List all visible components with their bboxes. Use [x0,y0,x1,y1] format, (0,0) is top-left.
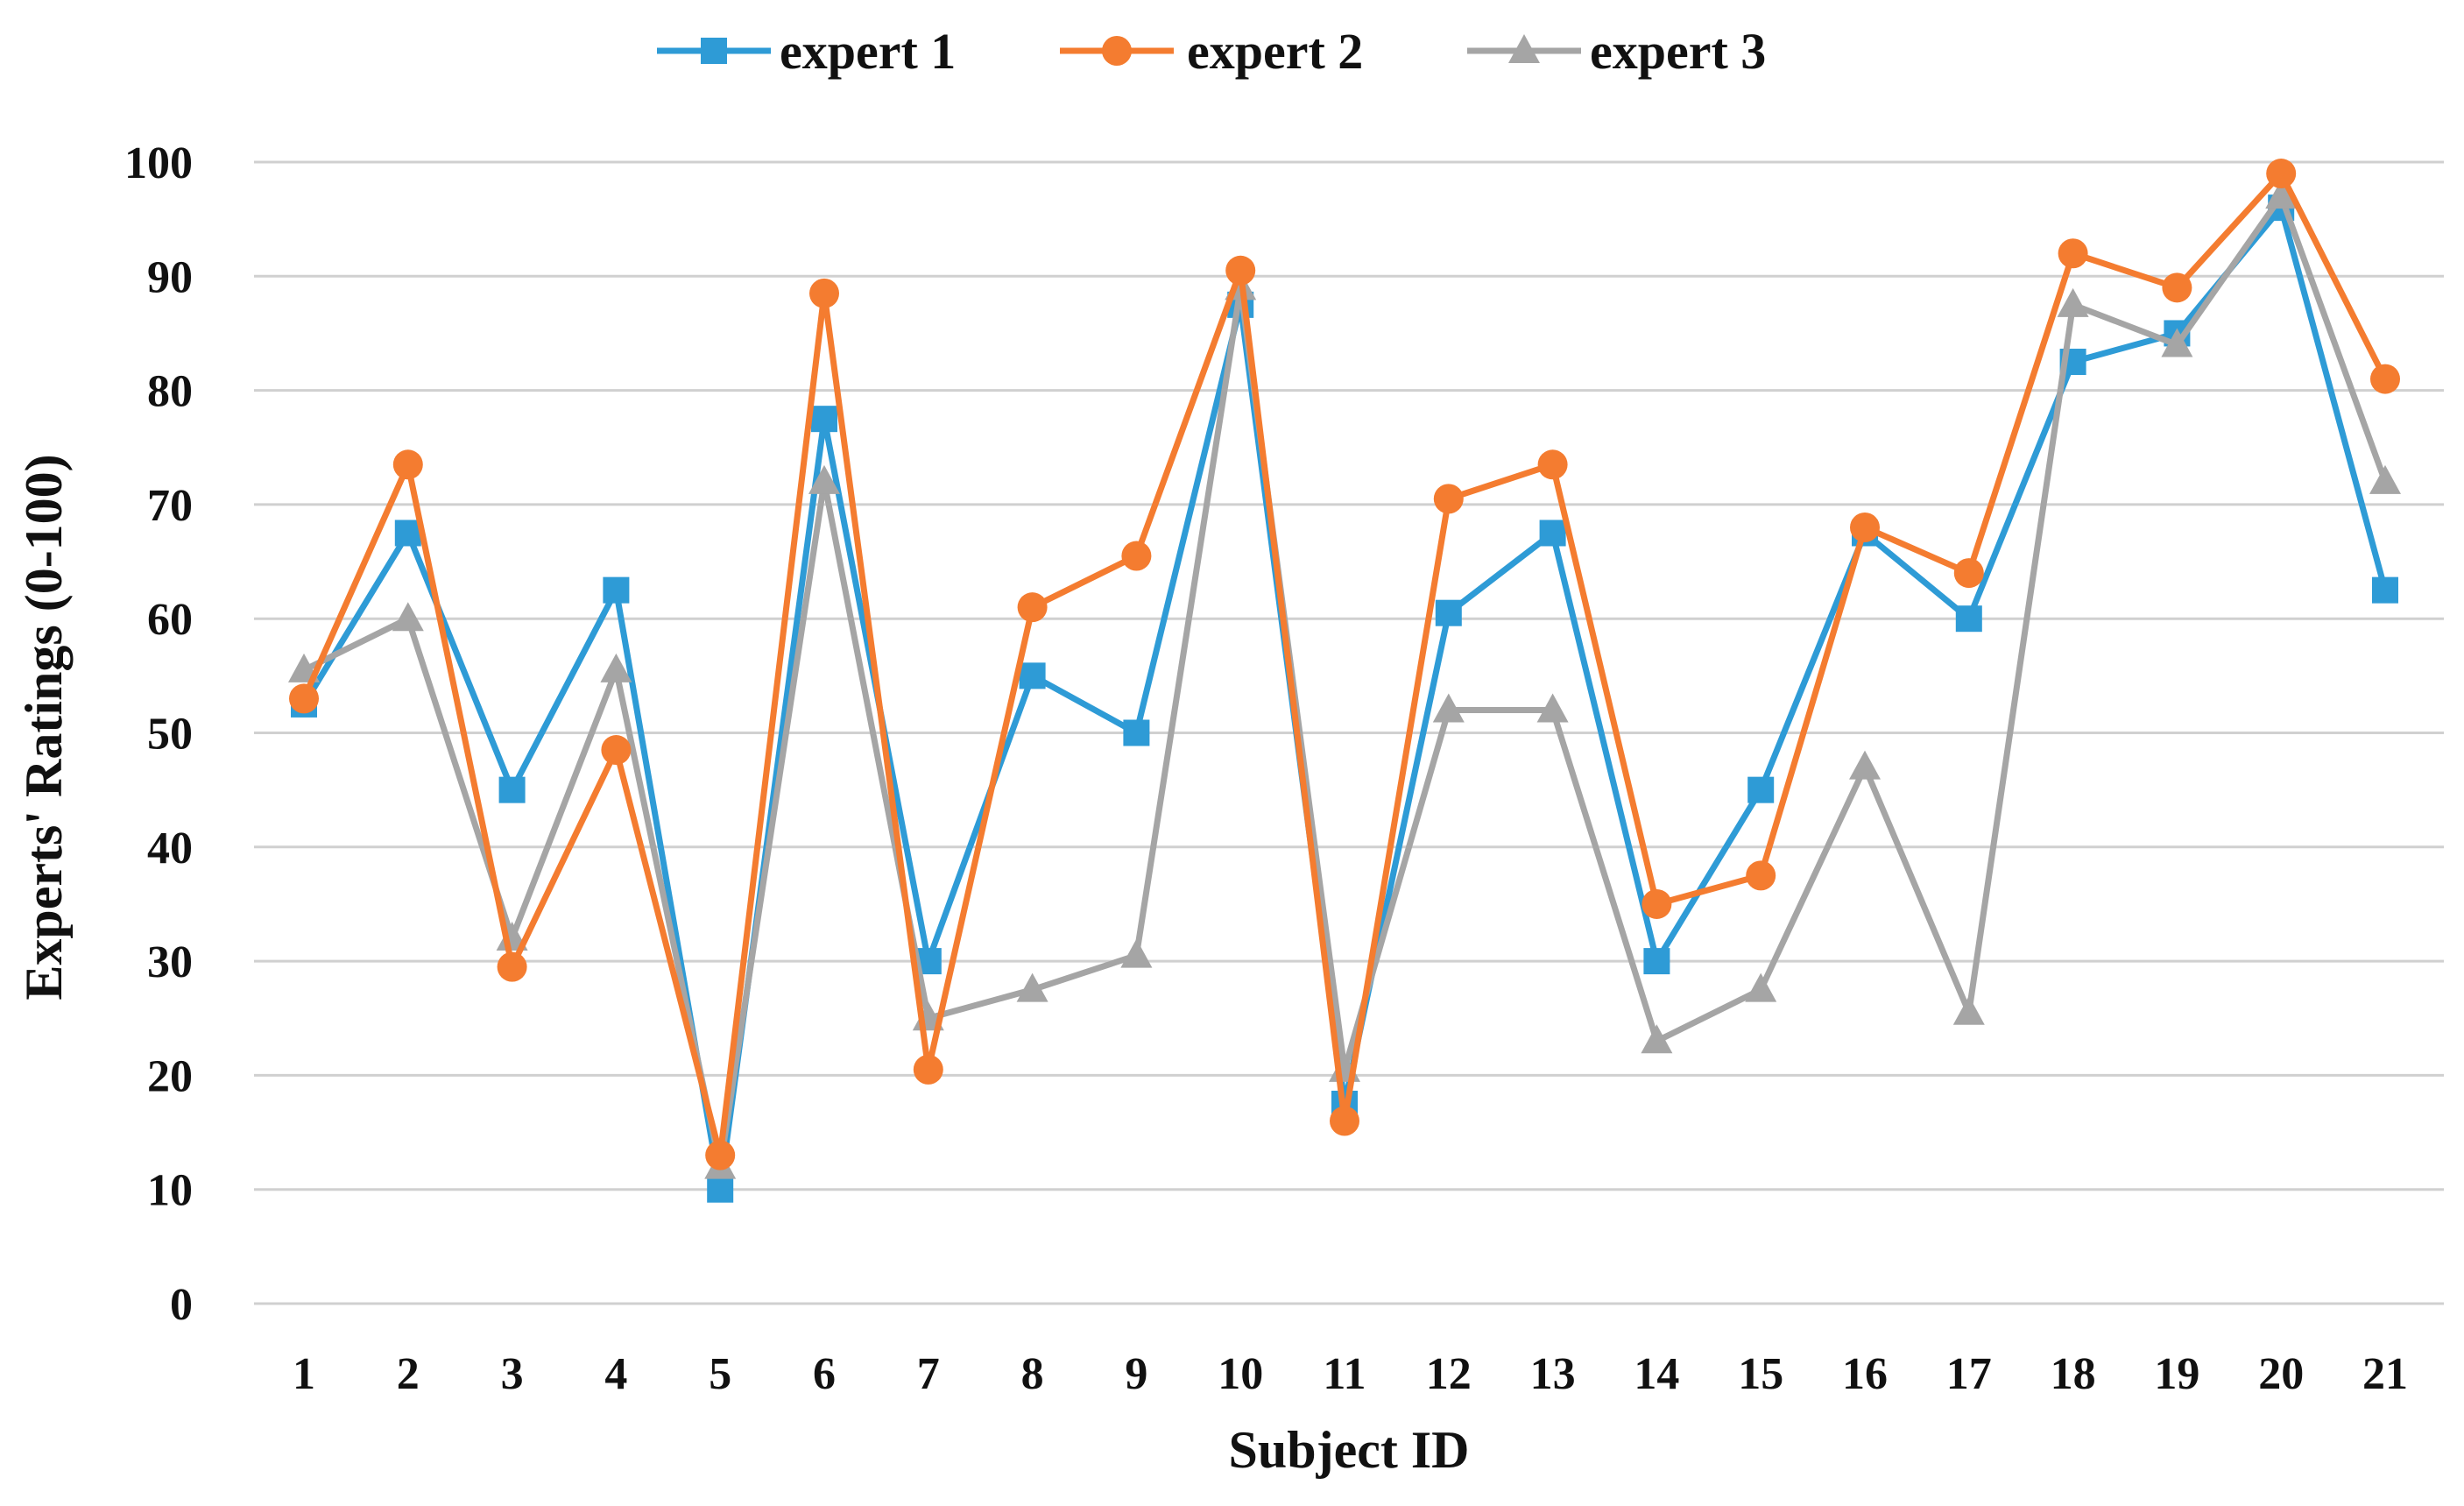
data-point-expert-2 [809,278,839,308]
legend-label: expert 3 [1590,23,1766,80]
y-tick-label: 10 [147,1166,193,1216]
legend-marker-circle [1102,36,1132,66]
legend-item-expert-2: expert 2 [1060,23,1363,80]
data-point-expert-2 [2058,238,2088,269]
y-tick-label: 90 [147,252,193,302]
data-point-expert-3 [1641,1024,1673,1054]
y-tick-label: 80 [147,367,193,417]
data-point-expert-3 [2161,328,2193,357]
data-point-expert-2 [705,1140,736,1170]
data-point-expert-2 [2266,159,2297,189]
x-tick-label: 14 [1634,1349,1679,1399]
y-tick-label: 30 [147,937,193,987]
x-tick-label: 6 [813,1349,836,1399]
x-tick-label: 18 [2051,1349,2096,1399]
x-tick-label: 3 [501,1349,524,1399]
x-tick-label: 7 [917,1349,940,1399]
x-tick-label: 19 [2154,1349,2199,1399]
x-tick-label: 10 [1218,1349,1263,1399]
data-point-expert-2 [1953,558,1984,589]
data-point-expert-2 [1121,541,1152,571]
y-tick-label: 20 [147,1051,193,1101]
data-point-expert-3 [1120,938,1153,968]
series-layer [288,159,2401,1203]
x-tick-label: 16 [1842,1349,1888,1399]
x-tick-label: 13 [1530,1349,1576,1399]
y-tick-label: 50 [147,710,193,760]
data-point-expert-1 [1643,948,1670,975]
x-tick-label: 12 [1426,1349,1472,1399]
legend-item-expert-1: expert 1 [657,23,956,80]
x-tick-label: 15 [1738,1349,1783,1399]
y-tick-label: 100 [124,138,193,188]
data-point-expert-1 [1539,520,1566,547]
data-point-expert-3 [808,464,840,494]
y-axis-tick-labels: 0 10 20 30 40 50 60 70 80 90 100 [124,138,193,1330]
data-point-expert-1 [498,776,526,803]
data-point-expert-3 [1432,693,1465,723]
data-point-expert-3 [2265,180,2298,209]
legend-marker-square [701,38,727,64]
x-tick-label: 17 [1946,1349,1992,1399]
data-point-expert-3 [1952,995,1985,1025]
data-point-expert-1 [2372,576,2398,604]
data-point-expert-1 [1123,719,1150,746]
data-point-expert-3 [1536,693,1569,723]
data-point-expert-3 [1849,750,1881,780]
data-point-expert-3 [1745,972,1777,1002]
x-tick-label: 21 [2362,1349,2408,1399]
x-tick-label: 9 [1125,1349,1147,1399]
x-tick-label: 5 [709,1349,731,1399]
data-point-expert-2 [1433,484,1464,514]
data-point-expert-3 [2057,287,2089,317]
legend-item-expert-3: expert 3 [1467,23,1766,80]
legend-label: expert 2 [1187,23,1363,80]
data-point-expert-2 [601,735,632,766]
x-tick-label: 1 [293,1349,315,1399]
data-point-expert-1 [1955,605,1982,633]
data-point-expert-2 [1225,255,1256,286]
y-tick-label: 40 [147,824,193,873]
data-point-expert-2 [1017,592,1048,623]
data-point-expert-2 [913,1054,943,1085]
data-point-expert-2 [497,951,527,982]
data-point-expert-1 [1019,662,1046,689]
series-expert-2 [289,159,2400,1170]
x-tick-label: 11 [1323,1349,1366,1399]
x-axis-title: Subject ID [1228,1421,1469,1479]
y-tick-label: 70 [147,481,193,531]
data-point-expert-2 [289,683,319,714]
data-point-expert-1 [1435,599,1462,626]
data-point-expert-1 [707,1176,734,1203]
legend-label: expert 1 [780,23,956,80]
data-point-expert-2 [1641,888,1672,919]
data-point-expert-3 [392,602,424,632]
data-point-expert-3 [2369,464,2401,494]
y-tick-label: 60 [147,595,193,645]
data-point-expert-1 [603,576,630,604]
data-point-expert-1 [1747,776,1775,803]
data-point-expert-3 [600,653,632,682]
x-tick-label: 4 [604,1349,627,1399]
y-tick-label: 0 [170,1280,193,1330]
series-expert-3 [288,180,2401,1179]
x-tick-label: 2 [397,1349,420,1399]
x-axis-tick-labels: 1 2 3 4 5 6 7 8 9 10 11 12 13 14 15 16 17 18 19 20 21 [293,1349,2408,1399]
data-point-expert-2 [1850,512,1880,542]
data-point-expert-2 [2370,364,2400,394]
data-point-expert-2 [1537,449,1568,480]
data-point-expert-2 [1746,860,1776,891]
x-tick-label: 8 [1021,1349,1044,1399]
x-tick-label: 20 [2258,1349,2304,1399]
data-point-expert-2 [1330,1106,1359,1136]
legend-marker-triangle [1508,34,1540,63]
data-point-expert-2 [2162,272,2192,303]
legend: expert 1 expert 2 expert 3 [657,23,1766,80]
data-point-expert-1 [811,406,837,433]
data-point-expert-2 [392,449,423,480]
data-point-expert-1 [394,520,421,547]
y-axis-title: Experts' Ratings (0-100) [15,454,73,1000]
data-point-expert-3 [1016,972,1048,1002]
